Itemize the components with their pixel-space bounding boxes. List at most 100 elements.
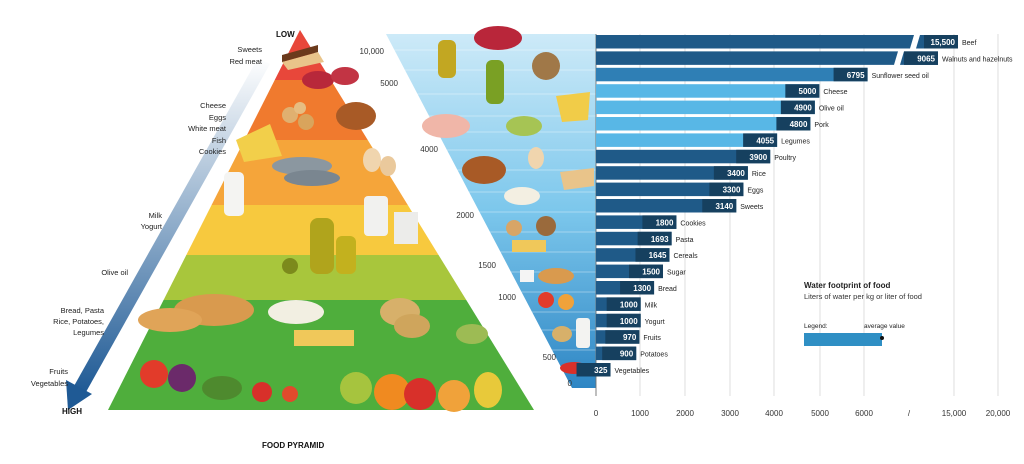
- cheese-icon: [236, 124, 282, 162]
- category-label: Legumes: [781, 138, 810, 145]
- bar-rice: [596, 166, 748, 180]
- legend-subtitle: Liters of water per kg or liter of food: [804, 292, 922, 301]
- bar-walnuts-and-hazelnuts: [596, 51, 898, 65]
- value-box: [743, 133, 778, 147]
- legend-label: Legend:: [804, 323, 828, 330]
- tier-label: Fruits: [49, 367, 68, 376]
- funnel-beef-icon: [474, 26, 522, 50]
- fruits-icon: [340, 372, 502, 412]
- data-label: 4055: [756, 136, 774, 145]
- bar-olive-oil: [596, 100, 815, 115]
- water-footprint-bar-chart: 15,500 Beef 9065 Walnuts and hazelnuts 6795 S…: [576, 34, 1013, 418]
- data-label: 1693: [651, 235, 669, 244]
- data-label: 325: [594, 366, 608, 375]
- data-label: 6795: [847, 71, 865, 80]
- tier-label: Fish: [212, 136, 226, 145]
- funnel-bread-icon: [520, 268, 574, 284]
- bar-sweets: [596, 199, 737, 213]
- bar-pork: [596, 117, 811, 131]
- funnel-scale-label: 500: [543, 353, 557, 362]
- x-tick-label: 6000: [855, 409, 873, 418]
- value-box: [702, 199, 737, 213]
- funnel-bean-icon: [506, 116, 542, 136]
- pasta-icon: [294, 330, 354, 346]
- value-box: [736, 149, 771, 164]
- category-label: Yogurt: [645, 319, 665, 326]
- data-label: 1500: [642, 268, 660, 277]
- tier-label: White meat: [188, 124, 227, 133]
- bar-cheese: [596, 84, 820, 98]
- value-box: [620, 281, 655, 295]
- x-tick-label: 1000: [631, 409, 649, 418]
- funnel-pasta-icon: [512, 240, 546, 252]
- category-label: Poultry: [774, 155, 796, 162]
- data-label: 3400: [727, 169, 745, 178]
- low-label: LOW: [276, 30, 295, 39]
- data-label: 4800: [790, 120, 808, 129]
- data-label: 9065: [917, 54, 935, 63]
- data-label: 3300: [723, 186, 741, 195]
- egg-icon: [363, 148, 396, 176]
- category-label: Cookies: [680, 220, 706, 227]
- bread-icon: [138, 294, 254, 332]
- data-label: 4900: [794, 104, 812, 113]
- olive-oil-icon: [282, 218, 356, 274]
- tier-label: Bread, Pasta: [61, 306, 105, 315]
- data-label: 3140: [715, 202, 733, 211]
- funnel-scale-label: 2000: [456, 211, 474, 220]
- potato-icon: [380, 298, 430, 338]
- x-tick-label: 5000: [811, 409, 829, 418]
- value-box: [780, 100, 815, 115]
- value-box: [635, 248, 670, 262]
- x-tick-label: 4000: [765, 409, 783, 418]
- tier-label: Milk: [149, 211, 163, 220]
- tier-label: Legumes: [73, 328, 104, 337]
- bar-sunflower-seed-oil: [596, 67, 868, 82]
- tier-label: Vegetables: [31, 379, 68, 388]
- category-label: Cheese: [823, 89, 847, 96]
- data-label: 1000: [620, 300, 638, 309]
- bar-poultry: [596, 149, 771, 164]
- meat-icon: [302, 67, 359, 89]
- tier-label: Eggs: [209, 113, 226, 122]
- funnel-chicken-icon: [462, 156, 506, 184]
- pyramid-tier-labels: Sweets Red meat Cheese Eggs White meat Fish Co…: [31, 45, 263, 388]
- legend-title: Water footprint of food: [804, 281, 890, 290]
- tier-label: Olive oil: [101, 268, 128, 277]
- vegetables-icon: [140, 360, 298, 402]
- value-box: [637, 231, 672, 246]
- category-label: Pork: [814, 122, 829, 129]
- data-label: 1645: [649, 251, 667, 260]
- tier-label: Cheese: [200, 101, 226, 110]
- funnel-scale-label: 1000: [498, 293, 516, 302]
- value-box: [642, 215, 677, 229]
- category-label: Beef: [962, 40, 976, 47]
- category-label: Sunflower seed oil: [872, 73, 930, 80]
- cake-icon: [282, 45, 324, 70]
- value-box: [776, 117, 811, 131]
- legend-bar: [804, 333, 882, 346]
- data-label: 1300: [633, 284, 651, 293]
- tier-label: Cookies: [199, 147, 226, 156]
- data-label: 1000: [620, 317, 638, 326]
- food-pyramid-caption: FOOD PYRAMID: [262, 441, 324, 450]
- category-label: Potatoes: [640, 352, 668, 359]
- value-box: [606, 297, 641, 311]
- bar-legumes: [596, 133, 778, 147]
- funnel-cheese-icon: [556, 92, 590, 122]
- tier-label: Yogurt: [141, 222, 163, 231]
- data-label: 970: [623, 333, 637, 342]
- x-tick-label: 15,000: [942, 409, 967, 418]
- legumes-icon: [456, 324, 488, 344]
- legend-average-marker: [880, 336, 884, 340]
- funnel-egg-icon: [528, 147, 544, 169]
- value-box: [605, 330, 640, 344]
- funnel-cookie-icon: [506, 216, 556, 236]
- data-label: 1800: [656, 218, 674, 227]
- value-box: [924, 35, 958, 49]
- category-label: Bread: [658, 286, 677, 293]
- x-tick-label: 20,000: [986, 409, 1011, 418]
- data-label: 5000: [799, 87, 817, 96]
- fish-icon: [272, 157, 340, 186]
